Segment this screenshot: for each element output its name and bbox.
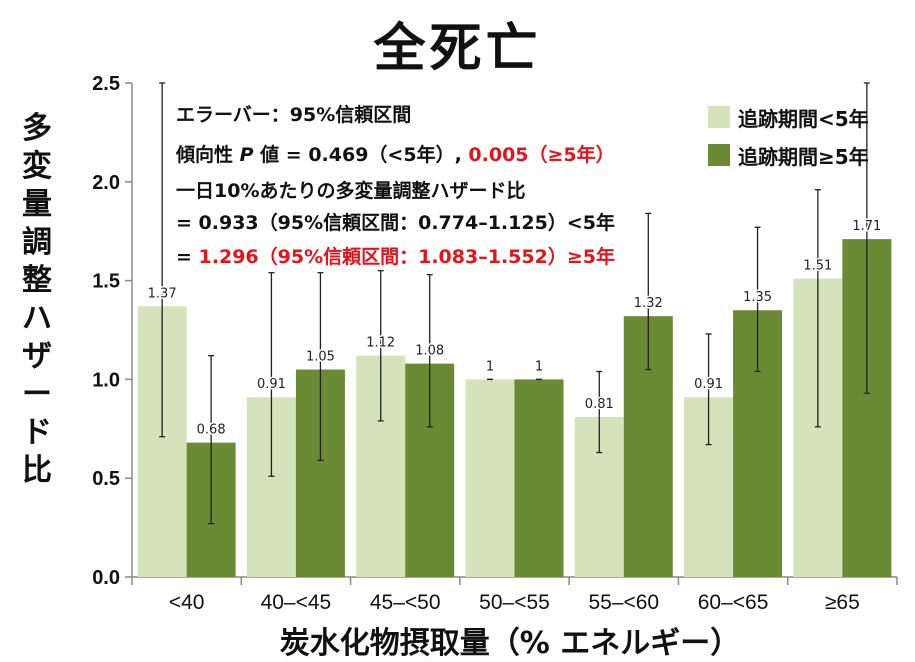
x-tick-label: 40–<45 — [261, 591, 332, 614]
data-label: 1.12 — [366, 336, 395, 351]
data-label: 0.68 — [197, 423, 226, 438]
data-label: 0.91 — [257, 377, 286, 392]
chart-title: 全死亡 — [373, 19, 542, 79]
y-tick-label: 0.0 — [92, 567, 120, 589]
data-label: 1 — [486, 359, 494, 374]
x-axis-label: 炭水化物摂取量（% エネルギー） — [279, 626, 741, 661]
annotation-hr-under5: = 0.933（95%信頼区間：0.774–1.125）<5年 — [176, 212, 615, 234]
y-tick-label: 2.5 — [92, 73, 120, 95]
legend-swatch-dark — [708, 144, 730, 166]
legend-label-over5: 追跡期間≥5年 — [738, 144, 869, 169]
annotation-trend-red: 0.005（≥5年） — [468, 144, 615, 166]
annotation-trend-p-symbol: P — [239, 144, 254, 166]
y-axis-label-char: ハ — [22, 301, 52, 336]
legend-swatch-light — [708, 106, 730, 128]
data-label: 0.81 — [585, 397, 614, 412]
data-label: 0.91 — [694, 377, 723, 392]
annotation-trend-p: 傾向性 P 値 = 0.469（<5年）, 0.005（≥5年） — [176, 140, 615, 167]
data-label: 1.35 — [743, 290, 772, 305]
data-label: 1.08 — [415, 344, 444, 359]
data-label: 1.37 — [148, 286, 177, 301]
data-label: 1 — [535, 359, 543, 374]
y-axis-label-char: ド — [22, 415, 52, 450]
y-axis-label: 多変量調整ハザード比 — [14, 110, 60, 490]
y-tick-label: 0.5 — [92, 468, 120, 490]
annotation-per10: 一日10%あたりの多変量調整ハザード比 — [176, 180, 526, 202]
y-axis-label-char: 多 — [22, 111, 52, 146]
annotation-hr-over5-red: 1.296（95%信頼区間：1.083–1.552）≥5年 — [198, 246, 615, 268]
y-axis-label-char: ー — [22, 377, 52, 412]
y-axis-label-char: ザ — [22, 339, 52, 374]
x-tick-label: 45–<50 — [370, 591, 441, 614]
data-label: 1.05 — [306, 350, 335, 365]
y-axis-label-char: 比 — [22, 453, 52, 488]
y-axis-label-char: 量 — [22, 187, 52, 222]
y-axis-label-char: 整 — [22, 263, 52, 298]
annotation-error-bar: エラーバー：95%信頼区間 — [176, 104, 412, 126]
x-tick-label: ≥65 — [825, 591, 860, 614]
y-tick-label: 2.0 — [92, 172, 120, 194]
legend-label-under5: 追跡期間<5年 — [738, 106, 869, 131]
bar-over5 — [514, 379, 564, 577]
annotation-hr-over5-prefix: = — [176, 246, 199, 268]
annotation-trend-prefix: 傾向性 — [176, 144, 240, 166]
data-label: 1.71 — [852, 219, 881, 234]
legend-item-under5: 追跡期間<5年 — [708, 98, 869, 136]
y-tick-label: 1.0 — [92, 369, 120, 391]
annotation-trend-mid: 値 = 0.469（<5年）, — [253, 144, 469, 166]
bar-under5 — [465, 379, 515, 577]
y-axis-label-char: 変 — [22, 149, 52, 184]
x-tick-label: 50–<55 — [479, 591, 550, 614]
y-tick-label: 1.5 — [92, 271, 120, 293]
x-tick-label: 60–<65 — [698, 591, 769, 614]
data-label: 1.51 — [803, 259, 832, 274]
annotation-hr-over5: = 1.296（95%信頼区間：1.083–1.552）≥5年 — [176, 242, 615, 269]
y-axis-label-char: 調 — [22, 225, 52, 260]
data-label: 1.32 — [634, 296, 663, 311]
legend-item-over5: 追跡期間≥5年 — [708, 136, 869, 174]
legend: 追跡期間<5年 追跡期間≥5年 — [708, 98, 869, 174]
x-tick-label: <40 — [169, 591, 205, 614]
x-tick-label: 55–<60 — [588, 591, 659, 614]
